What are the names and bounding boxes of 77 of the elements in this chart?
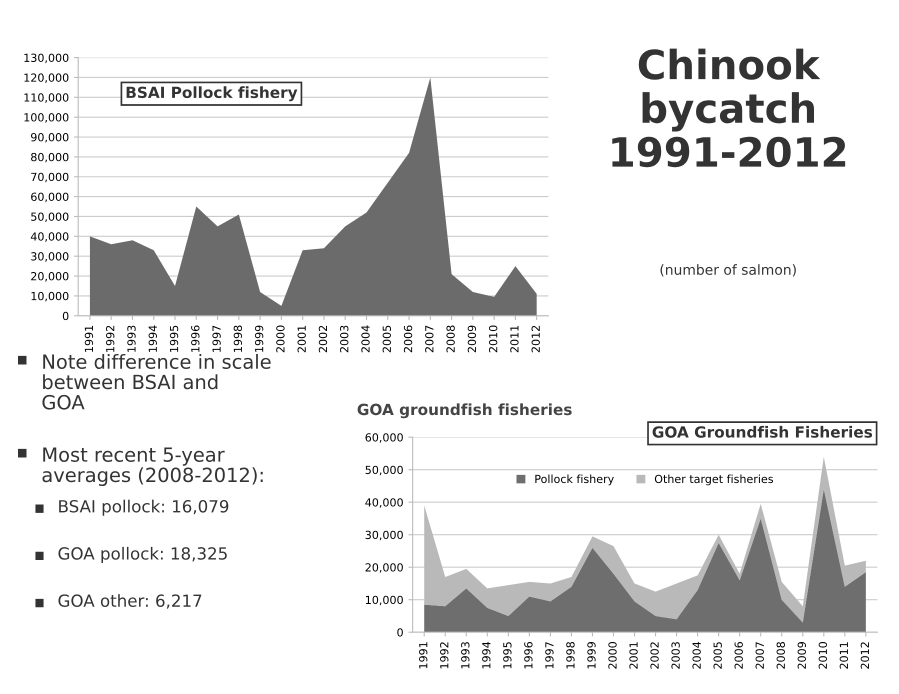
y-tick-label: 50,000 xyxy=(31,212,68,222)
x-tick-label: 2005 xyxy=(382,326,391,352)
x-tick-label: 1999 xyxy=(587,642,596,668)
text: BSAI pollock: 16,079 xyxy=(59,500,228,516)
x-tick-label: 1995 xyxy=(170,326,178,352)
x-tick-label: 1991 xyxy=(419,642,428,668)
x-tick-label: 2010 xyxy=(488,326,498,352)
y-tick-label: 20,000 xyxy=(31,272,68,282)
x-tick-label: 1996 xyxy=(191,326,200,352)
y-tick-label: 100,000 xyxy=(24,113,68,123)
x-tick-label: 1997 xyxy=(545,642,554,668)
x-tick-label: 1991 xyxy=(84,326,94,352)
y-tick-label: 20,000 xyxy=(366,563,403,573)
y-tick-label: 130,000 xyxy=(24,54,68,64)
x-tick-label: 2001 xyxy=(297,326,306,352)
x-tick-label: 1998 xyxy=(234,326,242,352)
x-tick-label: 2001 xyxy=(629,642,638,669)
x-tick-label: 1992 xyxy=(106,326,114,352)
y-tick-label: 0 xyxy=(62,312,68,320)
x-tick-label: 2012 xyxy=(860,642,870,669)
x-tick-label: 1998 xyxy=(566,642,575,668)
x-tick-label: 1997 xyxy=(212,326,221,352)
x-tick-label: 2000 xyxy=(276,326,285,352)
y-tick-label: 40,000 xyxy=(365,498,403,508)
x-tick-label: 2004 xyxy=(361,325,370,352)
y-tick-label: 30,000 xyxy=(366,530,403,540)
chart-subtitle: GOA Groundfish Fisheries xyxy=(652,426,872,438)
x-tick-label: 1996 xyxy=(524,642,533,668)
x-tick-label: 1993 xyxy=(461,642,470,668)
legend-label: Pollock fishery xyxy=(535,474,614,486)
y-tick-label: 120,000 xyxy=(24,73,68,83)
y-tick-label: 110,000 xyxy=(24,93,68,103)
x-tick-label: 1994 xyxy=(482,642,491,668)
x-tick-label: 2006 xyxy=(734,642,743,669)
x-tick-label: 2011 xyxy=(510,326,519,352)
x-tick-label: 1994 xyxy=(148,325,157,352)
y-tick-label: 10,000 xyxy=(366,596,403,606)
text: Most recent 5-year averages (2008-2012): xyxy=(42,448,263,486)
x-tick-label: 2008 xyxy=(776,642,785,669)
x-tick-label: 2003 xyxy=(340,326,348,352)
y-tick-label: 80,000 xyxy=(31,152,68,162)
y-tick-label: 70,000 xyxy=(31,172,68,182)
x-tick-label: 2010 xyxy=(818,642,828,669)
x-tick-label: 2006 xyxy=(404,326,412,352)
y-tick-label: 0 xyxy=(397,628,403,637)
x-tick-label: 1999 xyxy=(254,326,264,352)
x-tick-label: 1993 xyxy=(127,326,136,352)
x-tick-label: 2007 xyxy=(756,642,764,669)
y-tick-label: 60,000 xyxy=(366,433,403,443)
y-tick-label: 60,000 xyxy=(31,192,68,202)
text: Chinook bycatch 1991-2012 xyxy=(612,48,846,168)
x-tick-label: 2005 xyxy=(713,642,722,669)
x-tick-label: 2002 xyxy=(650,642,659,669)
chart-title: GOA groundfish fisheries xyxy=(358,403,572,418)
x-tick-label: 2007 xyxy=(425,326,434,352)
text: GOA pollock: 18,325 xyxy=(58,546,227,563)
y-tick-label: 10,000 xyxy=(32,292,68,302)
text: (number of salmon) xyxy=(660,264,796,277)
y-tick-label: 50,000 xyxy=(366,466,403,476)
text: Note difference in scale between BSAI and GOA xyxy=(42,354,271,410)
x-tick-label: 2004 xyxy=(692,642,701,669)
x-tick-label: 1995 xyxy=(503,642,512,668)
x-tick-label: 2002 xyxy=(318,326,328,352)
x-tick-label: 2009 xyxy=(798,642,806,669)
x-tick-label: 2012 xyxy=(532,326,540,352)
x-tick-label: 2008 xyxy=(446,326,455,352)
x-tick-label: 2000 xyxy=(608,642,617,669)
y-tick-label: 30,000 xyxy=(31,252,68,262)
y-tick-label: 40,000 xyxy=(30,232,68,242)
text: GOA other: 6,217 xyxy=(58,594,202,609)
y-tick-label: 90,000 xyxy=(31,133,68,143)
x-tick-label: 1992 xyxy=(440,642,448,668)
x-tick-label: 2009 xyxy=(468,326,476,352)
text: BSAI Pollock fishery xyxy=(126,86,298,102)
legend-label: Other target fisheries xyxy=(654,474,774,486)
x-tick-label: 2003 xyxy=(671,642,680,669)
x-tick-label: 2011 xyxy=(840,642,848,669)
